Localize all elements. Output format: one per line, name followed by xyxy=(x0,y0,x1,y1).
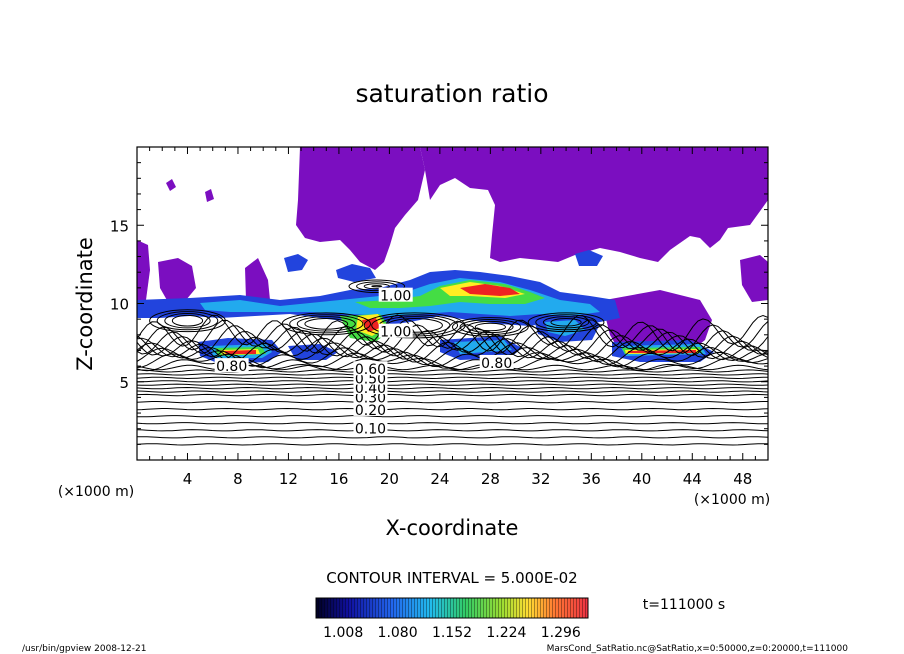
x-axis-unit-left: (×1000 m) xyxy=(58,484,134,500)
colorbar-tick-label: 1.224 xyxy=(486,625,526,641)
x-tick-label: 36 xyxy=(582,470,601,488)
time-label: t=111000 s xyxy=(643,597,725,613)
y-tick-label: 10 xyxy=(110,296,129,314)
contour-line xyxy=(137,314,768,352)
contour-line xyxy=(363,312,466,339)
contour-line xyxy=(550,318,582,327)
y-tick-label: 15 xyxy=(110,217,129,235)
contour-line xyxy=(459,318,522,335)
contour-interval-label: CONTOUR INTERVAL = 5.000E-02 xyxy=(326,569,577,587)
contour-line xyxy=(467,320,514,334)
contour-line xyxy=(137,373,768,376)
contour-line xyxy=(137,390,768,393)
footer-left: /usr/bin/gpview 2008-12-21 xyxy=(22,644,146,654)
x-tick-label: 20 xyxy=(380,470,399,488)
contour-line xyxy=(289,314,364,334)
contour-lines xyxy=(137,279,768,446)
violet-regions xyxy=(137,147,768,356)
contour-label: 1.00 xyxy=(380,289,411,305)
x-tick-label: 8 xyxy=(233,470,243,488)
contour-line xyxy=(137,380,768,383)
contour-label-bg xyxy=(378,287,413,302)
x-tick-label: 16 xyxy=(329,470,348,488)
contour-label-bg xyxy=(378,323,413,338)
y-tick-label: 5 xyxy=(119,374,129,392)
x-axis-unit-right: (×1000 m) xyxy=(694,492,770,508)
contour-line xyxy=(348,279,406,294)
x-tick-label: 48 xyxy=(733,470,752,488)
contour-line xyxy=(149,309,226,333)
contour-label: 0.20 xyxy=(355,403,386,419)
contour-line xyxy=(164,313,211,329)
contour-line xyxy=(296,316,356,332)
x-axis-label: X-coordinate xyxy=(386,516,519,540)
colorbar-stripes xyxy=(316,598,588,618)
contour-line xyxy=(542,316,590,329)
contour-line xyxy=(137,393,768,397)
contour-label: 0.10 xyxy=(355,422,386,438)
contour-line xyxy=(452,317,529,337)
contour-label: 0.80 xyxy=(481,356,512,372)
contour-line xyxy=(137,415,768,418)
contour-line xyxy=(156,311,219,331)
contour-label: 1.00 xyxy=(380,325,411,341)
contour-line xyxy=(137,443,768,446)
y-axis-ticks: 5 10 15 xyxy=(110,162,768,445)
footer-right: MarsCond_SatRatio.nc@SatRatio,x=0:50000,… xyxy=(547,644,849,654)
contour-line xyxy=(363,283,390,290)
contour-line xyxy=(304,318,349,330)
contour-line xyxy=(137,407,768,411)
contour-label-bg xyxy=(479,354,514,369)
contour-line xyxy=(527,312,605,333)
contour-line xyxy=(281,312,371,336)
colorbar-tick-label: 1.080 xyxy=(378,625,418,641)
x-tick-label: 28 xyxy=(481,470,500,488)
contour-label-bg xyxy=(353,361,388,376)
contour-line xyxy=(371,285,383,288)
x-tick-label: 32 xyxy=(531,470,550,488)
contour-line xyxy=(171,314,204,327)
colorbar-tick-labels: 1.008 1.080 1.152 1.224 1.296 xyxy=(323,625,581,641)
contour-label: 0.80 xyxy=(216,359,247,375)
colorbar xyxy=(315,597,589,619)
contour-line xyxy=(356,281,398,292)
contour-line xyxy=(137,386,768,390)
contour-line xyxy=(137,324,768,357)
contour-label-bg xyxy=(353,420,388,435)
contour-line xyxy=(137,401,768,404)
contour-line xyxy=(535,314,597,331)
colorbar-frame xyxy=(315,597,589,619)
contour-label: 0.60 xyxy=(355,362,386,378)
contour-labels: 0.10 0.200.300.400.500.60 0.80 0.80 1.00 1.00 xyxy=(214,287,514,438)
x-tick-label: 44 xyxy=(683,470,702,488)
contour-label: 0.40 xyxy=(355,381,386,397)
y-axis-label: Z-coordinate xyxy=(73,237,97,371)
x-tick-label: 24 xyxy=(430,470,449,488)
contour-label-bg xyxy=(214,358,249,373)
contour-label: 0.30 xyxy=(355,390,386,406)
contour-line xyxy=(137,319,768,354)
contour-label: 0.50 xyxy=(355,372,386,388)
contour-line xyxy=(371,314,459,337)
contour-line xyxy=(137,422,768,425)
x-axis-ticks: 4 8 12 16 20 24 28 32 36 40 44 48 xyxy=(149,147,756,488)
contour-line xyxy=(137,436,768,439)
contour-line xyxy=(474,322,507,332)
x-tick-label: 40 xyxy=(632,470,651,488)
colorbar-tick-label: 1.008 xyxy=(323,625,363,641)
contour-line xyxy=(137,429,768,432)
colorbar-tick-label: 1.296 xyxy=(541,625,581,641)
contour-line xyxy=(137,376,768,380)
contour-label-bg xyxy=(353,401,388,416)
contour-line xyxy=(137,383,768,386)
plot-area: 0.10 0.200.300.400.500.60 0.80 0.80 1.00 1.00 xyxy=(137,147,768,446)
x-tick-label: 4 xyxy=(183,470,193,488)
colorbar-tick-label: 1.152 xyxy=(432,625,472,641)
x-tick-label: 12 xyxy=(279,470,298,488)
chart-title: saturation ratio xyxy=(355,79,548,108)
